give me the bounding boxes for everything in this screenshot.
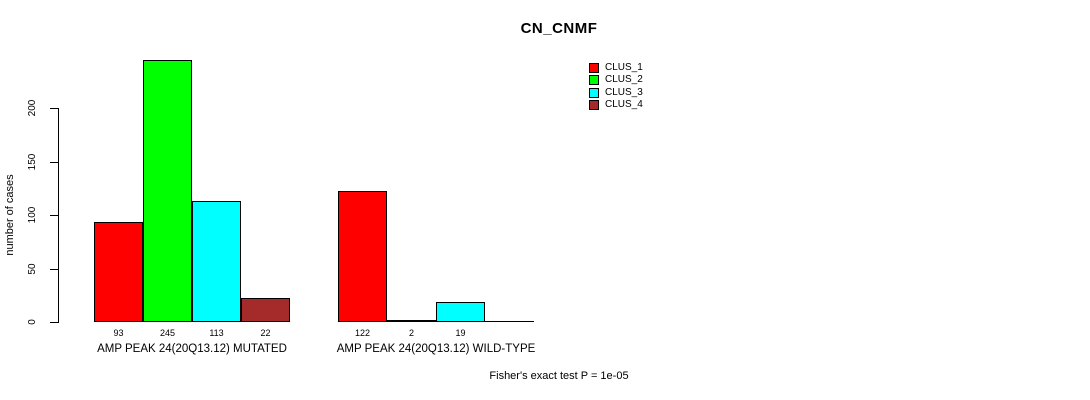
bar-clus_2-group1 — [143, 60, 192, 322]
y-tick-mark — [50, 161, 58, 163]
bar-clus_2-group2 — [387, 320, 436, 322]
legend-swatch-icon — [589, 75, 599, 85]
y-tick-label: 50 — [27, 262, 38, 275]
y-tick-label: 100 — [27, 206, 38, 224]
legend-item: CLUS_1 — [589, 62, 709, 75]
bar-clus_1-group2 — [338, 191, 387, 322]
bar-clus_1-group1 — [94, 222, 143, 322]
legend-item: CLUS_3 — [589, 87, 709, 100]
group-label: AMP PEAK 24(20Q13.12) MUTATED — [97, 343, 287, 355]
y-tick-mark — [50, 268, 58, 270]
legend-label: CLUS_3 — [605, 87, 643, 98]
legend-item: CLUS_2 — [589, 74, 709, 87]
bar-clus_4-group2 — [485, 321, 534, 322]
y-tick-label: 0 — [27, 319, 38, 325]
y-axis-label: number of cases — [4, 174, 16, 256]
legend-label: CLUS_4 — [605, 99, 643, 110]
legend-swatch-icon — [589, 63, 599, 73]
chart-title: CN_CNMF — [520, 20, 598, 37]
legend-item: CLUS_4 — [589, 99, 709, 112]
y-tick-label: 200 — [27, 99, 38, 117]
y-tick-mark — [50, 108, 58, 109]
legend-swatch-icon — [589, 100, 599, 110]
y-tick-label: 150 — [27, 153, 38, 170]
legend-label: CLUS_1 — [605, 62, 643, 73]
bar-clus_3-group1 — [192, 201, 241, 322]
y-tick-mark — [50, 322, 58, 323]
bar-value-label: 2 — [408, 328, 414, 338]
bar-clus_4-group1 — [241, 298, 290, 322]
fisher-test-annotation: Fisher's exact test P = 1e-05 — [489, 370, 629, 382]
bar-value-label: 19 — [455, 328, 466, 338]
bar-value-label: 113 — [209, 328, 224, 338]
bar-value-label: 22 — [260, 328, 271, 338]
bar-clus_3-group2 — [436, 302, 485, 322]
group-label: AMP PEAK 24(20Q13.12) WILD-TYPE — [336, 343, 536, 355]
y-axis-line — [58, 108, 59, 323]
legend-label: CLUS_2 — [605, 74, 643, 85]
y-tick-mark — [50, 215, 58, 216]
bar-value-label: 245 — [159, 328, 176, 338]
bar-value-label: 93 — [113, 328, 124, 338]
bar-value-label: 122 — [354, 328, 371, 338]
legend-swatch-icon — [589, 88, 599, 98]
